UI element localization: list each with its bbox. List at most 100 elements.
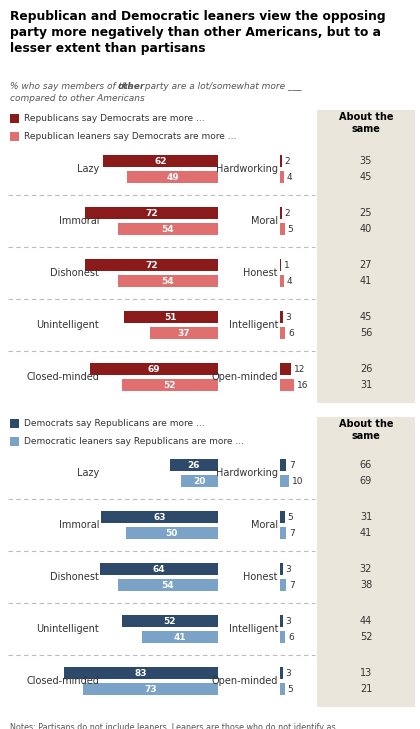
Text: Immoral: Immoral bbox=[58, 216, 99, 226]
Text: 51: 51 bbox=[165, 313, 177, 321]
Text: 54: 54 bbox=[162, 225, 174, 233]
Bar bbox=[317, 417, 415, 707]
Text: 5: 5 bbox=[288, 512, 293, 521]
Bar bbox=[280, 311, 283, 323]
Text: compared to other Americans: compared to other Americans bbox=[10, 94, 145, 103]
Bar bbox=[142, 631, 218, 643]
Text: Open-minded: Open-minded bbox=[212, 372, 278, 382]
Bar bbox=[170, 459, 218, 471]
Bar bbox=[280, 563, 283, 575]
Text: % who say members of the: % who say members of the bbox=[10, 82, 136, 91]
Bar bbox=[90, 363, 218, 375]
Text: About the
same: About the same bbox=[339, 419, 393, 440]
Text: Hardworking: Hardworking bbox=[216, 164, 278, 174]
Bar bbox=[280, 511, 284, 523]
Text: Honest: Honest bbox=[244, 268, 278, 278]
Bar bbox=[280, 579, 286, 591]
Text: Lazy: Lazy bbox=[77, 164, 99, 174]
Text: 37: 37 bbox=[178, 329, 190, 338]
Text: party are a lot/somewhat more ___: party are a lot/somewhat more ___ bbox=[142, 82, 302, 91]
Bar bbox=[280, 667, 283, 679]
Bar bbox=[280, 171, 284, 183]
Text: 52: 52 bbox=[164, 617, 176, 625]
Bar bbox=[181, 475, 218, 487]
Text: 72: 72 bbox=[145, 260, 158, 270]
Text: 52: 52 bbox=[360, 632, 372, 642]
Bar bbox=[150, 327, 218, 339]
Text: 2: 2 bbox=[285, 157, 290, 165]
Text: 44: 44 bbox=[360, 616, 372, 626]
Text: Hardworking: Hardworking bbox=[216, 468, 278, 478]
Text: 54: 54 bbox=[162, 276, 174, 286]
Bar bbox=[100, 563, 218, 575]
Bar bbox=[122, 615, 218, 627]
Bar bbox=[280, 327, 286, 339]
Bar bbox=[85, 207, 218, 219]
Text: 31: 31 bbox=[360, 380, 372, 390]
Text: Republicans say Democrats are more ...: Republicans say Democrats are more ... bbox=[24, 114, 205, 123]
Text: 5: 5 bbox=[288, 685, 293, 693]
Bar bbox=[10, 437, 19, 446]
Text: 6: 6 bbox=[289, 633, 294, 642]
Text: 63: 63 bbox=[153, 512, 166, 521]
Bar bbox=[126, 527, 218, 539]
Text: Closed-minded: Closed-minded bbox=[26, 372, 99, 382]
Text: 4: 4 bbox=[286, 276, 292, 286]
Text: Moral: Moral bbox=[251, 520, 278, 530]
Text: 69: 69 bbox=[360, 476, 372, 486]
Text: 41: 41 bbox=[174, 633, 186, 642]
Text: Immoral: Immoral bbox=[58, 520, 99, 530]
Text: 13: 13 bbox=[360, 668, 372, 678]
Text: 5: 5 bbox=[288, 225, 293, 233]
Text: 54: 54 bbox=[162, 580, 174, 590]
Bar bbox=[123, 311, 218, 323]
Text: 21: 21 bbox=[360, 684, 372, 694]
Text: Unintelligent: Unintelligent bbox=[36, 624, 99, 634]
Bar bbox=[280, 683, 284, 695]
Text: 31: 31 bbox=[360, 512, 372, 522]
Text: 7: 7 bbox=[289, 461, 295, 469]
Text: 83: 83 bbox=[135, 668, 147, 677]
Text: 6: 6 bbox=[289, 329, 294, 338]
Text: 69: 69 bbox=[148, 364, 160, 373]
Text: Intelligent: Intelligent bbox=[228, 320, 278, 330]
Bar bbox=[118, 223, 218, 235]
Bar bbox=[280, 459, 286, 471]
Text: 41: 41 bbox=[360, 276, 372, 286]
Bar bbox=[10, 114, 19, 123]
Text: 20: 20 bbox=[193, 477, 206, 486]
Bar bbox=[317, 110, 415, 403]
Bar bbox=[103, 155, 218, 167]
Text: 72: 72 bbox=[145, 208, 158, 217]
Text: Closed-minded: Closed-minded bbox=[26, 676, 99, 686]
Text: 3: 3 bbox=[286, 313, 291, 321]
Text: 26: 26 bbox=[188, 461, 200, 469]
Bar bbox=[280, 475, 289, 487]
Text: 26: 26 bbox=[360, 364, 372, 374]
Text: Honest: Honest bbox=[244, 572, 278, 582]
Text: 40: 40 bbox=[360, 224, 372, 234]
Text: Moral: Moral bbox=[251, 216, 278, 226]
Text: 35: 35 bbox=[360, 156, 372, 166]
Text: 73: 73 bbox=[144, 685, 157, 693]
Bar bbox=[280, 207, 282, 219]
Text: 64: 64 bbox=[152, 564, 165, 574]
Text: 32: 32 bbox=[360, 564, 372, 574]
Bar bbox=[85, 259, 218, 271]
Text: 1: 1 bbox=[284, 260, 290, 270]
Bar bbox=[280, 631, 286, 643]
Bar bbox=[83, 683, 218, 695]
Text: 7: 7 bbox=[289, 529, 295, 537]
Text: Dishonest: Dishonest bbox=[50, 268, 99, 278]
Bar bbox=[280, 527, 286, 539]
Bar bbox=[102, 511, 218, 523]
Text: other: other bbox=[118, 82, 145, 91]
Text: 62: 62 bbox=[155, 157, 167, 165]
Text: 41: 41 bbox=[360, 528, 372, 538]
Text: 45: 45 bbox=[360, 312, 372, 322]
Text: Unintelligent: Unintelligent bbox=[36, 320, 99, 330]
Text: 2: 2 bbox=[285, 208, 290, 217]
Text: 49: 49 bbox=[166, 173, 179, 182]
Bar bbox=[280, 615, 283, 627]
Text: Notes: Partisans do not include leaners. Leaners are those who do not identify a: Notes: Partisans do not include leaners.… bbox=[10, 723, 336, 729]
